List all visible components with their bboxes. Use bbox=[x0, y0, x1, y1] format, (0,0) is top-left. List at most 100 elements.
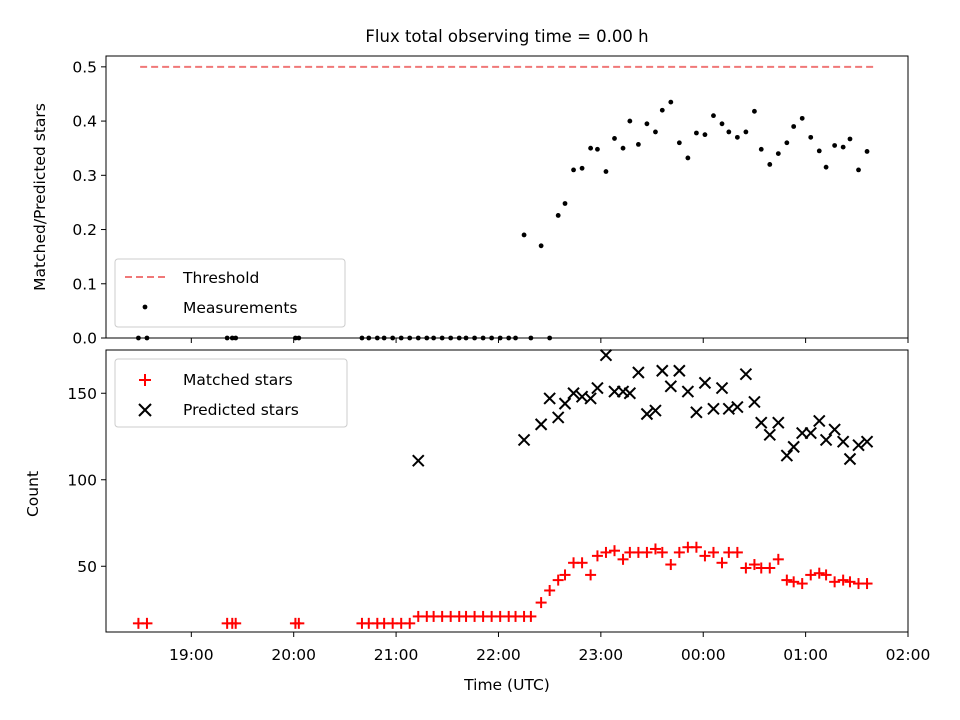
x-tick-label: 19:00 bbox=[169, 646, 214, 664]
predicted-point bbox=[517, 433, 531, 447]
measurement-point bbox=[685, 155, 691, 161]
measurement-point bbox=[676, 140, 682, 146]
measurement-point bbox=[775, 151, 781, 157]
predicted-point bbox=[731, 400, 744, 414]
measurement-point bbox=[555, 213, 561, 218]
matched-point bbox=[552, 574, 564, 586]
x-tick-label: 23:00 bbox=[579, 646, 624, 664]
predicted-legend-swatch bbox=[138, 403, 152, 417]
matched-point bbox=[837, 574, 849, 586]
bottom-y-tick-label: 100 bbox=[67, 471, 97, 489]
measurement-point bbox=[719, 121, 725, 127]
predicted-point bbox=[828, 423, 841, 436]
matched-point bbox=[673, 546, 685, 558]
matched-point bbox=[141, 617, 153, 629]
predicted-point bbox=[591, 381, 604, 395]
predicted-point bbox=[534, 418, 548, 431]
matched-point bbox=[820, 569, 832, 581]
matched-point bbox=[699, 550, 711, 562]
predicted-point bbox=[543, 392, 556, 405]
x-tick-label: 21:00 bbox=[374, 646, 419, 664]
measurement-point bbox=[864, 149, 870, 154]
measurement-point bbox=[726, 129, 732, 135]
matched-point bbox=[230, 617, 242, 629]
predicted-point bbox=[599, 348, 613, 362]
measurement-point bbox=[603, 169, 609, 174]
matched-point bbox=[665, 559, 677, 571]
measurement-point bbox=[620, 145, 626, 151]
matched-legend-swatch bbox=[139, 374, 151, 386]
matched-point bbox=[576, 557, 588, 569]
predicted-point bbox=[755, 416, 768, 429]
predicted-point bbox=[558, 397, 572, 410]
matched-point bbox=[544, 584, 556, 596]
predicted-point bbox=[649, 404, 662, 417]
predicted-point bbox=[739, 368, 753, 381]
top-y-tick-label: 0.0 bbox=[72, 330, 97, 348]
predicted-point bbox=[843, 452, 857, 466]
top-y-ticks: 0.0 0.1 0.2 0.3 0.4 0.5 bbox=[72, 58, 106, 348]
measurement-point bbox=[816, 148, 822, 154]
measurement-point bbox=[823, 164, 829, 170]
matched-point bbox=[690, 541, 702, 553]
measurement-point bbox=[588, 145, 594, 151]
measurement-point bbox=[832, 143, 838, 148]
predicted-point bbox=[640, 407, 654, 421]
x-tick-label: 22:00 bbox=[476, 646, 521, 664]
matched-point bbox=[844, 576, 856, 588]
matched-point bbox=[772, 553, 784, 565]
bottom-y-ticks: 50 100 150 bbox=[67, 385, 106, 576]
predicted-point bbox=[819, 433, 833, 447]
top-y-tick-label: 0.2 bbox=[72, 221, 97, 239]
predicted-point bbox=[860, 435, 874, 448]
matched-point bbox=[788, 576, 800, 588]
measurement-point bbox=[521, 232, 527, 238]
predicted-legend-label: Predicted stars bbox=[183, 401, 299, 419]
measurement-point bbox=[752, 108, 757, 114]
matched-point bbox=[559, 569, 571, 581]
matched-point bbox=[716, 557, 728, 569]
x-tick-label: 20:00 bbox=[271, 646, 316, 664]
predicted-point bbox=[707, 402, 720, 416]
predicted-point bbox=[813, 414, 826, 428]
predicted-point bbox=[836, 435, 850, 448]
predicted-point bbox=[715, 381, 729, 395]
x-tick-label: 01:00 bbox=[783, 646, 828, 664]
matched-point bbox=[656, 546, 668, 558]
bottom-legend-box bbox=[114, 358, 348, 428]
top-y-tick-label: 0.3 bbox=[72, 167, 97, 185]
measurement-point bbox=[571, 167, 576, 173]
predicted-point bbox=[681, 385, 695, 398]
top-x-ticks bbox=[190, 338, 909, 343]
predicted-point bbox=[787, 440, 800, 454]
measurement-point bbox=[579, 165, 585, 171]
measurement-point bbox=[635, 141, 641, 147]
matched-point bbox=[617, 553, 629, 565]
measurement-point bbox=[562, 201, 568, 206]
predicted-point bbox=[780, 449, 794, 462]
bottom-axes: 50 100 150 19:00 20:00 21:00 22:00 23:00 00:00 0… bbox=[24, 348, 931, 694]
matched-point bbox=[535, 597, 547, 609]
matched-point bbox=[764, 562, 776, 574]
predicted-point bbox=[673, 364, 686, 377]
measurement-point bbox=[668, 99, 674, 105]
matched-point bbox=[609, 545, 621, 557]
matched-point bbox=[861, 578, 873, 590]
measurement-point bbox=[743, 129, 749, 135]
matched-point bbox=[293, 617, 305, 629]
predicted-point bbox=[567, 387, 580, 400]
measurement-point bbox=[856, 167, 861, 173]
matched-point bbox=[829, 576, 841, 588]
measurement-point bbox=[612, 136, 617, 141]
chart-title: Flux total observing time = 0.00 h bbox=[365, 27, 648, 46]
measurement-point bbox=[734, 134, 740, 140]
predicted-point bbox=[748, 395, 761, 409]
predicted-point bbox=[763, 428, 776, 441]
measurements-legend-swatch bbox=[142, 304, 148, 310]
x-tick-label: 02:00 bbox=[886, 646, 931, 664]
measurement-point bbox=[711, 113, 716, 119]
measurement-point bbox=[659, 107, 665, 113]
matched-point bbox=[649, 543, 661, 555]
predicted-point bbox=[690, 406, 703, 419]
predicted-point bbox=[772, 416, 785, 429]
